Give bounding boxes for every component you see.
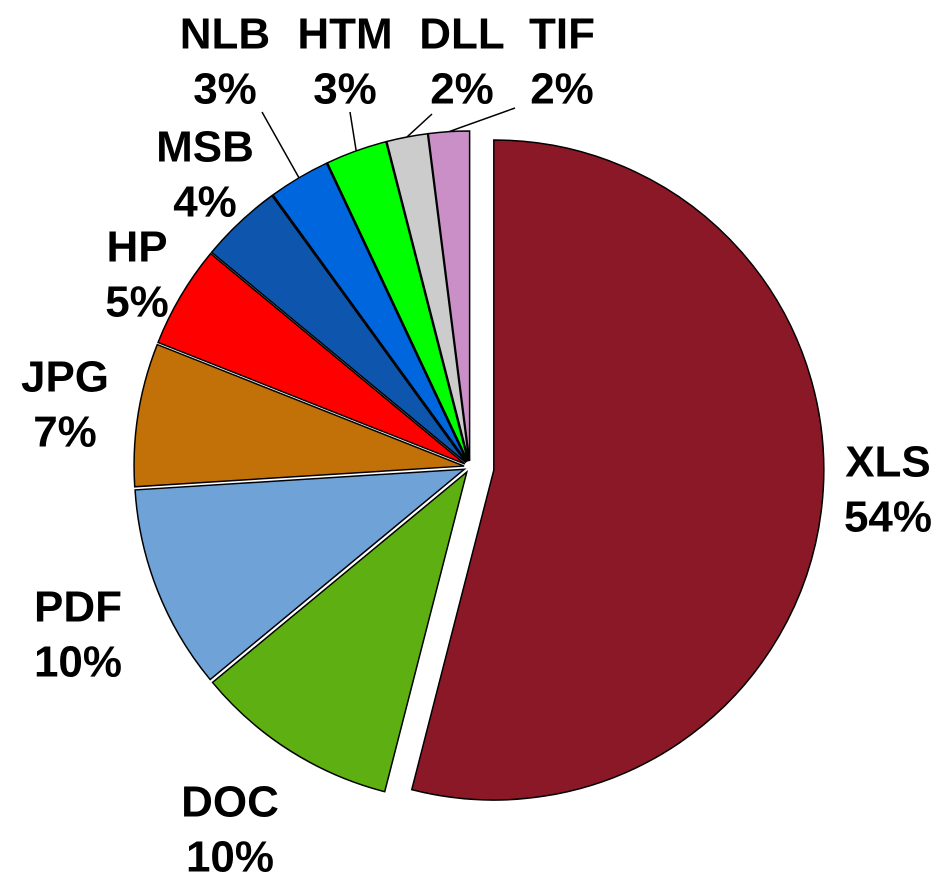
slice-label: JPG	[21, 353, 109, 402]
leader-line	[406, 113, 433, 138]
slice-label: MSB	[156, 123, 254, 172]
slice-label: TIF	[529, 10, 595, 59]
leader-line	[261, 111, 300, 179]
slice-value-label: 5%	[105, 278, 169, 327]
slice-label: DOC	[181, 778, 279, 827]
pie-slice	[210, 194, 467, 464]
slice-value-label: 10%	[186, 833, 274, 880]
pie-slice	[134, 468, 467, 681]
leader-line	[349, 111, 357, 151]
pie-slice	[211, 470, 469, 793]
slice-value-label: 2%	[530, 65, 594, 114]
slice-label: HTM	[297, 10, 392, 59]
pie-slice	[410, 139, 825, 801]
slice-value-label: 4%	[173, 178, 237, 227]
leader-line	[448, 107, 516, 133]
slice-label: PDF	[34, 583, 122, 632]
slice-value-label: 7%	[33, 408, 97, 457]
pie-slice	[157, 252, 466, 465]
slice-value-label: 3%	[193, 65, 257, 114]
pie-slice	[271, 162, 468, 463]
pie-slice	[326, 140, 469, 462]
slice-value-label: 3%	[313, 65, 377, 114]
slice-label: HP	[106, 223, 167, 272]
slice-value-label: 2%	[430, 65, 494, 114]
slice-value-label: 10%	[34, 638, 122, 687]
slice-value-label: 54%	[844, 493, 932, 542]
slice-label: DLL	[419, 10, 505, 59]
slice-label: XLS	[845, 438, 931, 487]
slice-label: NLB	[180, 10, 270, 59]
pie-slice	[133, 343, 465, 488]
pie-slice	[427, 130, 471, 462]
